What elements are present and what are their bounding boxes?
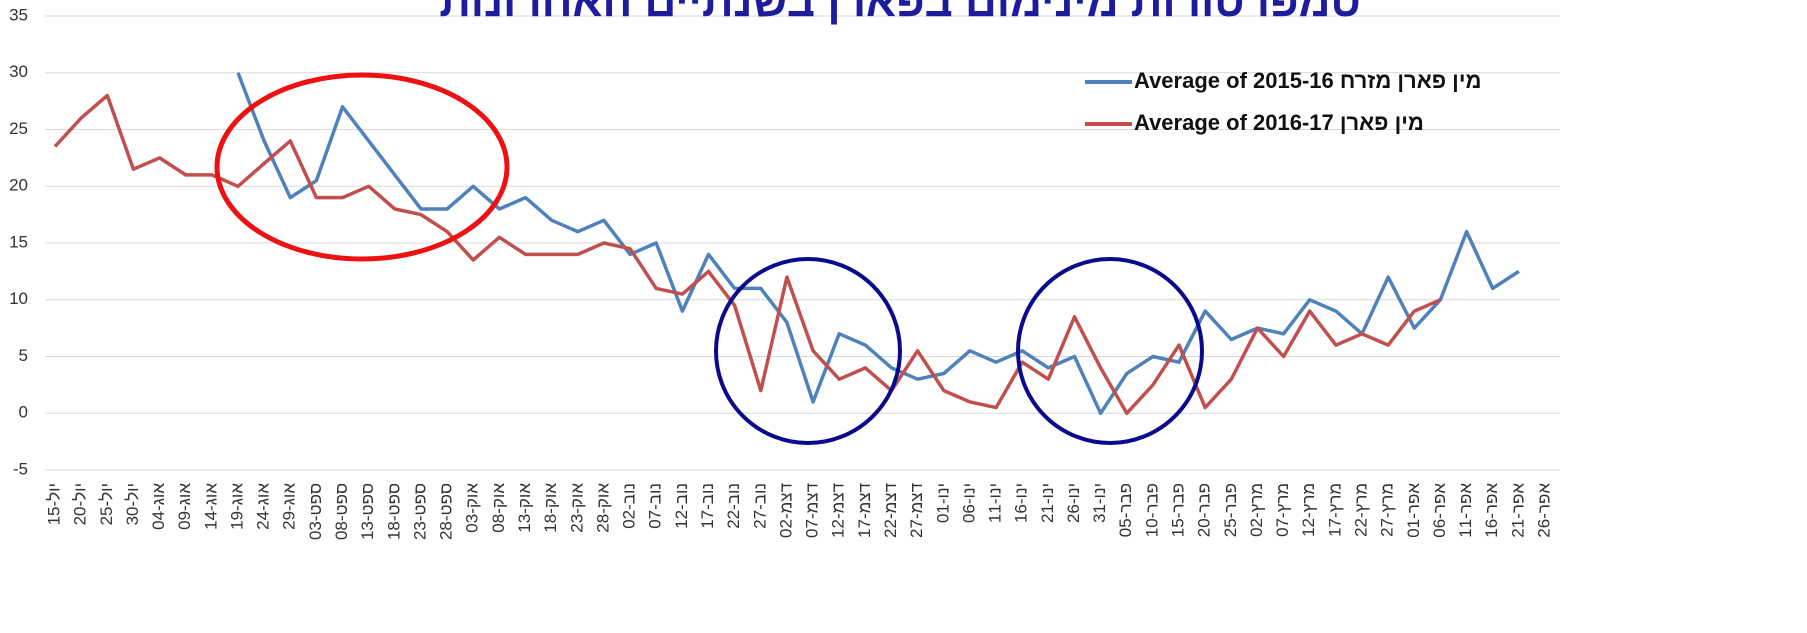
x-tick-label: 06-אפר: [1430, 483, 1449, 538]
x-tick-label: 02-מרץ: [1247, 483, 1266, 537]
x-tick-label: 01-אפר: [1404, 483, 1423, 538]
x-tick-label: 16-ינו: [1012, 483, 1031, 523]
x-tick-label: 05-פבר: [1116, 483, 1135, 537]
y-tick-label: 35: [9, 5, 28, 24]
x-tick-label: 22-מרץ: [1352, 483, 1371, 537]
x-tick-label: 11-ינו: [986, 483, 1005, 523]
x-tick-label: 02-דצמ: [776, 483, 795, 538]
x-tick-label: 23-אוק: [567, 483, 586, 533]
x-tick-label: 24-אוג: [254, 483, 273, 530]
x-tick-label: 07-מרץ: [1273, 483, 1292, 537]
x-tick-label: 28-אוק: [593, 483, 612, 533]
plot: -5 0 5 10 15 20 25 30 35 15-יול 20-יול 25-יול 30-יול…: [9, 5, 1560, 540]
x-tick-label: 15-יול: [44, 483, 63, 525]
x-tick-label: 25-פבר: [1221, 483, 1240, 537]
x-tick-label: 21-ינו: [1038, 483, 1057, 523]
x-tick-label: 06-ינו: [959, 483, 978, 523]
x-tick-label: 04-אוג: [149, 483, 168, 530]
annotation-circle: [1016, 257, 1204, 445]
x-tick-label: 17-מרץ: [1325, 483, 1344, 537]
x-tick-label: 31-ינו: [1090, 483, 1109, 523]
x-tick-label: 20-יול: [71, 483, 90, 525]
x-tick-label: 27-נוב: [750, 483, 769, 529]
x-tick-label: 02-נוב: [620, 483, 639, 529]
x-tick-label: 08-אוק: [489, 483, 508, 533]
x-tick-label: 26-ינו: [1064, 483, 1083, 523]
x-tick-label: 13-אוק: [515, 483, 534, 533]
x-tick-label: 18-ספט: [384, 483, 403, 540]
y-tick-label: 30: [9, 62, 28, 81]
annotation-ellipse: [214, 72, 510, 262]
y-tick-label: 15: [9, 232, 28, 251]
y-tick-label: 20: [9, 176, 28, 195]
x-tick-label: 29-אוג: [280, 483, 299, 530]
x-tick-label: 22-נוב: [724, 483, 743, 529]
x-tick-label: 21-אפר: [1508, 483, 1527, 538]
x-tick-label: 27-מרץ: [1378, 483, 1397, 537]
annotation-circle: [714, 257, 902, 445]
x-tick-label: 12-מרץ: [1299, 483, 1318, 537]
x-tick-label: 15-פבר: [1169, 483, 1188, 537]
x-tick-label: 13-ספט: [358, 483, 377, 540]
x-tick-label: 11-אפר: [1456, 483, 1475, 538]
x-tick-label: 01-ינו: [933, 483, 952, 523]
series-line: [236, 72, 1520, 416]
x-tick-label: 27-דצמ: [907, 483, 926, 538]
x-tick-label: 07-דצמ: [803, 483, 822, 538]
x-tick-label: 07-נוב: [646, 483, 665, 529]
y-tick-label: 0: [19, 403, 28, 422]
x-tick-label: 09-אוג: [175, 483, 194, 530]
y-tick-label: -5: [13, 459, 28, 478]
x-tick-label: 12-דצמ: [829, 483, 848, 538]
series-line: [53, 93, 1442, 416]
x-tick-label: 10-פבר: [1142, 483, 1161, 537]
x-tick-label: 08-ספט: [332, 483, 351, 540]
legend-label: Average of 2016-17 מין פארן: [1134, 110, 1424, 135]
x-tick-label: 25-יול: [97, 483, 116, 525]
y-tick-label: 25: [9, 119, 28, 138]
x-tick-label: 03-אוק: [463, 483, 482, 533]
x-tick-label: 30-יול: [123, 483, 142, 525]
x-tick-label: 17-דצמ: [855, 483, 874, 538]
x-tick-label: 03-ספט: [306, 483, 325, 540]
y-tick-label: 5: [19, 346, 28, 365]
x-tick-label: 18-אוק: [541, 483, 560, 533]
x-tick-label: 16-אפר: [1482, 483, 1501, 538]
x-tick-label: 20-פבר: [1195, 483, 1214, 537]
x-tick-label: 12-נוב: [672, 483, 691, 529]
x-tick-label: 17-נוב: [698, 483, 717, 529]
x-tick-label: 26-אפר: [1534, 483, 1553, 538]
x-tick-label: 19-אוג: [227, 483, 246, 530]
legend-label: Average of 2015-16 מין פארן מזרח: [1134, 68, 1481, 93]
chart-title: טמפרטורות מינימום בפארן בשנתיים האחרונות: [439, 0, 1361, 26]
y-tick-label: 10: [9, 289, 28, 308]
x-tick-label: 22-דצמ: [881, 483, 900, 538]
x-tick-label: 28-ספט: [437, 483, 456, 540]
x-tick-label: 23-ספט: [410, 483, 429, 540]
x-tick-label: 14-אוג: [201, 483, 220, 530]
